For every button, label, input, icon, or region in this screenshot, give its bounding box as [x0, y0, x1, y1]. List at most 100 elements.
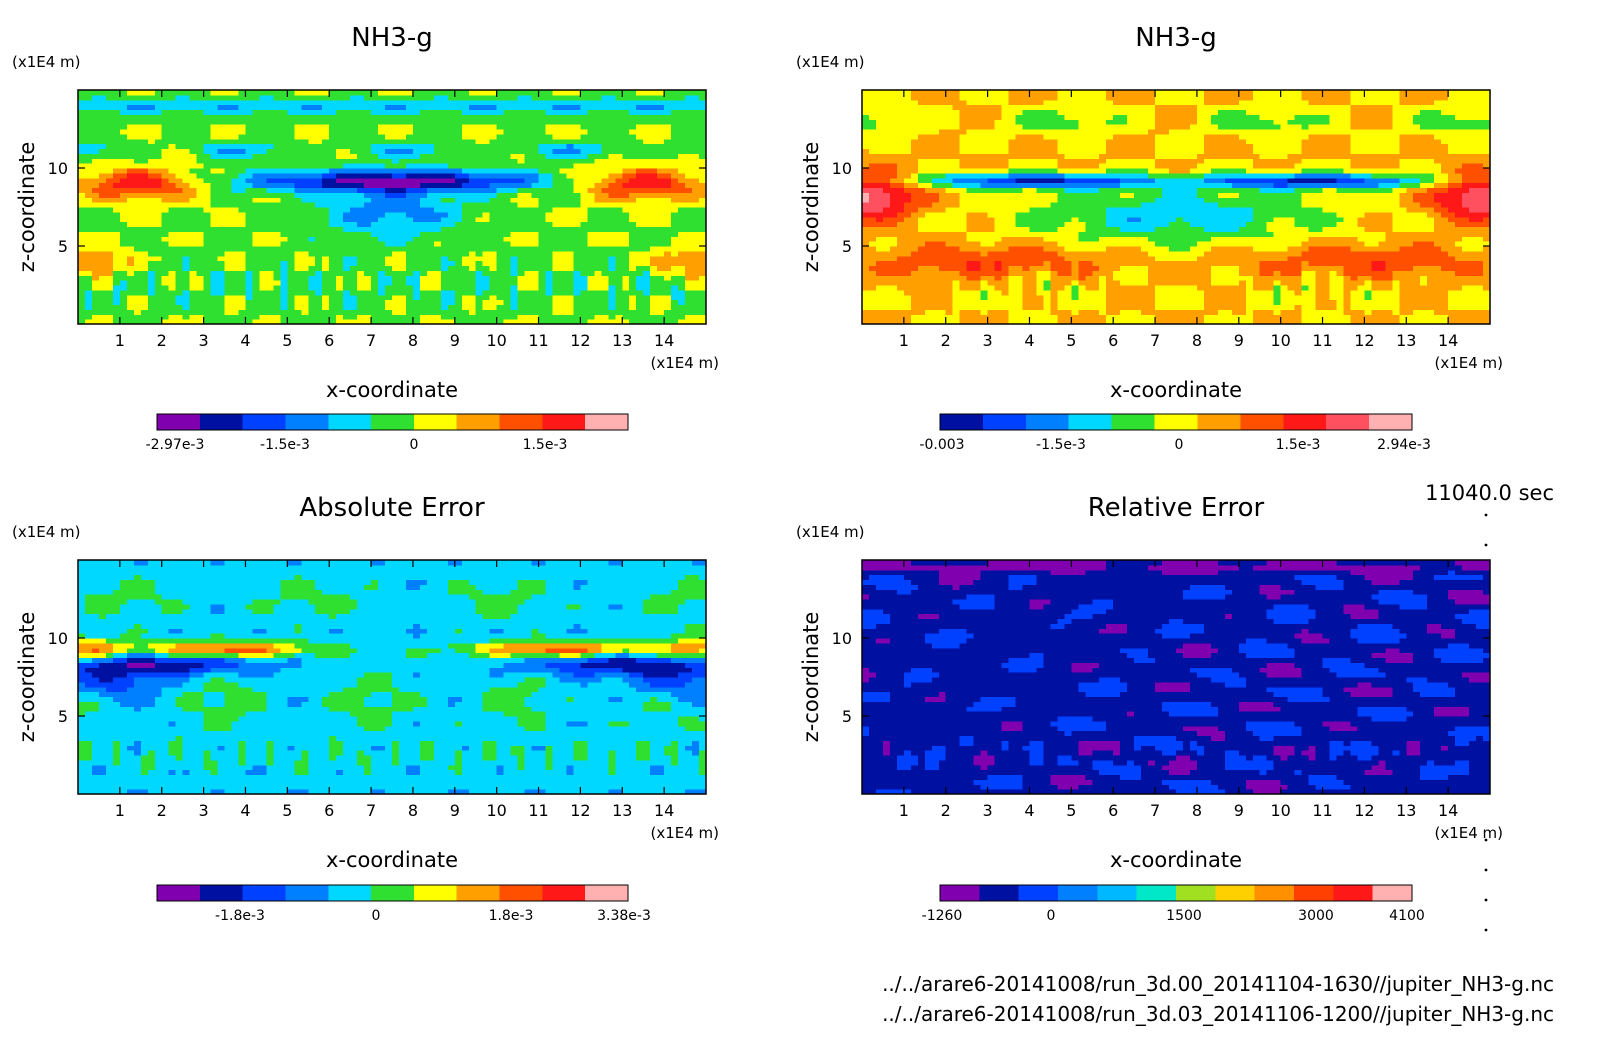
- heatmap-cell: [497, 173, 505, 178]
- heatmap-cell: [259, 134, 267, 139]
- heatmap-cell: [204, 173, 212, 178]
- heatmap-cell: [218, 144, 226, 149]
- heatmap-cell: [301, 124, 309, 129]
- heatmap-cell: [392, 207, 400, 212]
- heatmap-cell: [308, 105, 316, 110]
- heatmap-cell: [113, 227, 121, 232]
- heatmap-cell: [911, 231, 919, 236]
- heatmap-cell: [685, 95, 693, 100]
- heatmap-cell: [155, 280, 163, 285]
- heatmap-cell: [211, 261, 219, 266]
- heatmap-cell: [336, 119, 344, 124]
- heatmap-cell: [273, 285, 281, 290]
- heatmap-cell: [301, 251, 309, 256]
- heatmap-cell: [162, 280, 170, 285]
- heatmap-cell: [657, 197, 665, 202]
- heatmap-cell: [608, 300, 616, 305]
- heatmap-cell: [643, 295, 651, 300]
- heatmap-cell: [343, 207, 351, 212]
- heatmap-cell: [392, 231, 400, 236]
- heatmap-cell: [183, 309, 191, 314]
- heatmap-cell: [504, 295, 512, 300]
- heatmap-cell: [162, 168, 170, 173]
- heatmap-cell: [190, 183, 198, 188]
- heatmap-cell: [350, 266, 358, 271]
- heatmap-cell: [476, 231, 484, 236]
- heatmap-cell: [350, 202, 358, 207]
- heatmap-cell: [664, 295, 672, 300]
- heatmap-cell: [120, 227, 128, 232]
- heatmap-cell: [587, 168, 595, 173]
- heatmap-cell: [518, 217, 526, 222]
- heatmap-cell: [280, 144, 288, 149]
- heatmap-cell: [252, 212, 260, 217]
- heatmap-cell: [371, 153, 379, 158]
- heatmap-cell: [204, 305, 212, 310]
- heatmap-cell: [876, 134, 884, 139]
- heatmap-cell: [406, 300, 414, 305]
- heatmap-cell: [678, 202, 686, 207]
- heatmap-cell: [904, 246, 912, 251]
- heatmap-cell: [876, 124, 884, 129]
- heatmap-cell: [78, 158, 86, 163]
- heatmap-cell: [904, 227, 912, 232]
- heatmap-cell: [918, 207, 926, 212]
- heatmap-cell: [120, 100, 128, 105]
- heatmap-cell: [211, 100, 219, 105]
- heatmap-cell: [148, 183, 156, 188]
- heatmap-cell: [183, 183, 191, 188]
- heatmap-cell: [225, 241, 233, 246]
- heatmap-cell: [476, 222, 484, 227]
- heatmap-cell: [252, 114, 260, 119]
- heatmap-cell: [869, 90, 877, 95]
- heatmap-cell: [434, 217, 442, 222]
- heatmap-cell: [532, 266, 540, 271]
- heatmap-cell: [559, 314, 567, 319]
- heatmap-cell: [559, 290, 567, 295]
- heatmap-cell: [601, 309, 609, 314]
- heatmap-cell: [629, 275, 637, 280]
- heatmap-cell: [552, 144, 560, 149]
- heatmap-cell: [169, 110, 177, 115]
- heatmap-cell: [413, 95, 421, 100]
- heatmap-cell: [322, 300, 330, 305]
- heatmap-cell: [925, 197, 933, 202]
- heatmap-cell: [343, 197, 351, 202]
- heatmap-cell: [511, 188, 519, 193]
- heatmap-cell: [343, 168, 351, 173]
- heatmap-cell: [918, 168, 926, 173]
- heatmap-cell: [148, 280, 156, 285]
- heatmap-cell: [99, 129, 107, 134]
- heatmap-cell: [883, 105, 891, 110]
- heatmap-cell: [211, 95, 219, 100]
- heatmap-cell: [155, 285, 163, 290]
- heatmap-cell: [671, 192, 679, 197]
- heatmap-cell: [580, 95, 588, 100]
- heatmap-cell: [134, 158, 142, 163]
- heatmap-cell: [573, 110, 581, 115]
- heatmap-cell: [385, 178, 393, 183]
- heatmap-cell: [566, 261, 574, 266]
- heatmap-cell: [273, 178, 281, 183]
- heatmap-cell: [657, 134, 665, 139]
- heatmap-cell: [259, 119, 267, 124]
- heatmap-cell: [462, 95, 470, 100]
- heatmap-cell: [643, 144, 651, 149]
- heatmap-cell: [329, 168, 337, 173]
- heatmap-cell: [162, 149, 170, 154]
- heatmap-cell: [455, 280, 463, 285]
- heatmap-cell: [99, 134, 107, 139]
- heatmap-cell: [350, 134, 358, 139]
- heatmap-cell: [141, 295, 149, 300]
- heatmap-cell: [343, 295, 351, 300]
- heatmap-cell: [904, 110, 912, 115]
- heatmap-cell: [280, 149, 288, 154]
- heatmap-cell: [420, 285, 428, 290]
- heatmap-cell: [218, 202, 226, 207]
- heatmap-cell: [904, 168, 912, 173]
- heatmap-cell: [566, 275, 574, 280]
- heatmap-cell: [897, 178, 905, 183]
- heatmap-cell: [657, 119, 665, 124]
- heatmap-cell: [85, 270, 93, 275]
- heatmap-cell: [357, 90, 365, 95]
